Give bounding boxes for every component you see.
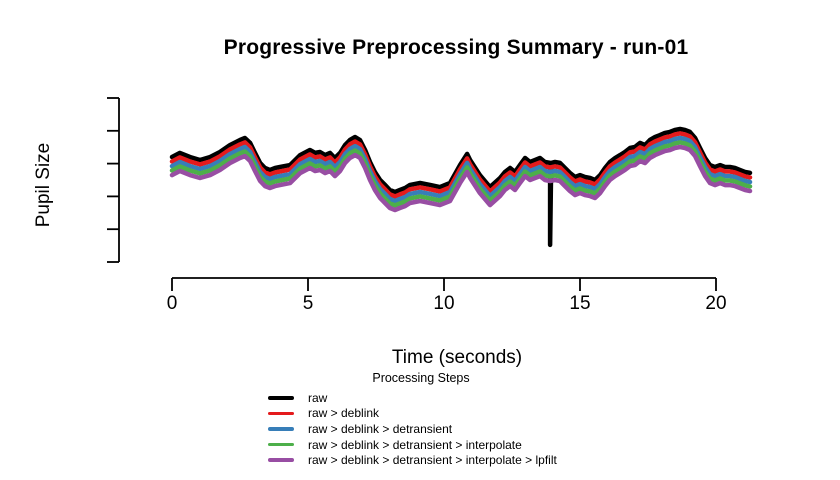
legend-line-swatch: [268, 458, 294, 462]
legend-title: Processing Steps: [372, 371, 470, 385]
series-line-3: [169, 140, 753, 208]
legend-item: raw: [256, 390, 586, 406]
series-line-0: [169, 126, 753, 248]
legend-item: raw > deblink > detransient > interpolat…: [256, 437, 586, 453]
x-tick-label: 20: [705, 293, 726, 314]
legend-line-swatch: [268, 442, 294, 447]
series-line-1: [169, 131, 753, 199]
legend-item-label: raw > deblink > detransient > interpolat…: [308, 453, 557, 468]
series-line-4: [169, 144, 753, 213]
legend-item: raw > deblink > detransient: [256, 421, 586, 437]
x-axis-title: Time (seconds): [391, 347, 523, 368]
legend-item-label: raw > deblink > detransient > interpolat…: [308, 437, 522, 452]
legend-rows: raw raw > deblink raw > deblink > detransi…: [256, 390, 586, 468]
legend: Processing Steps raw raw > deblink raw > d…: [256, 371, 586, 468]
x-tick-label: 15: [569, 293, 590, 314]
x-tick-label: 5: [303, 293, 314, 314]
legend-item: raw > deblink > detransient > interpolat…: [256, 452, 586, 468]
legend-item: raw > deblink: [256, 406, 586, 422]
x-tick-label: 0: [167, 293, 178, 314]
x-tick-label: 10: [433, 293, 454, 314]
legend-line-swatch: [268, 427, 294, 431]
legend-line-swatch: [268, 396, 294, 400]
series-line-2: [169, 135, 753, 204]
legend-line-swatch: [268, 411, 294, 416]
legend-item-label: raw > deblink > detransient: [308, 421, 453, 436]
legend-item-label: raw > deblink: [308, 406, 380, 421]
chart-title: Progressive Preprocessing Summary - run-…: [223, 36, 689, 59]
legend-item-label: raw: [308, 390, 328, 405]
